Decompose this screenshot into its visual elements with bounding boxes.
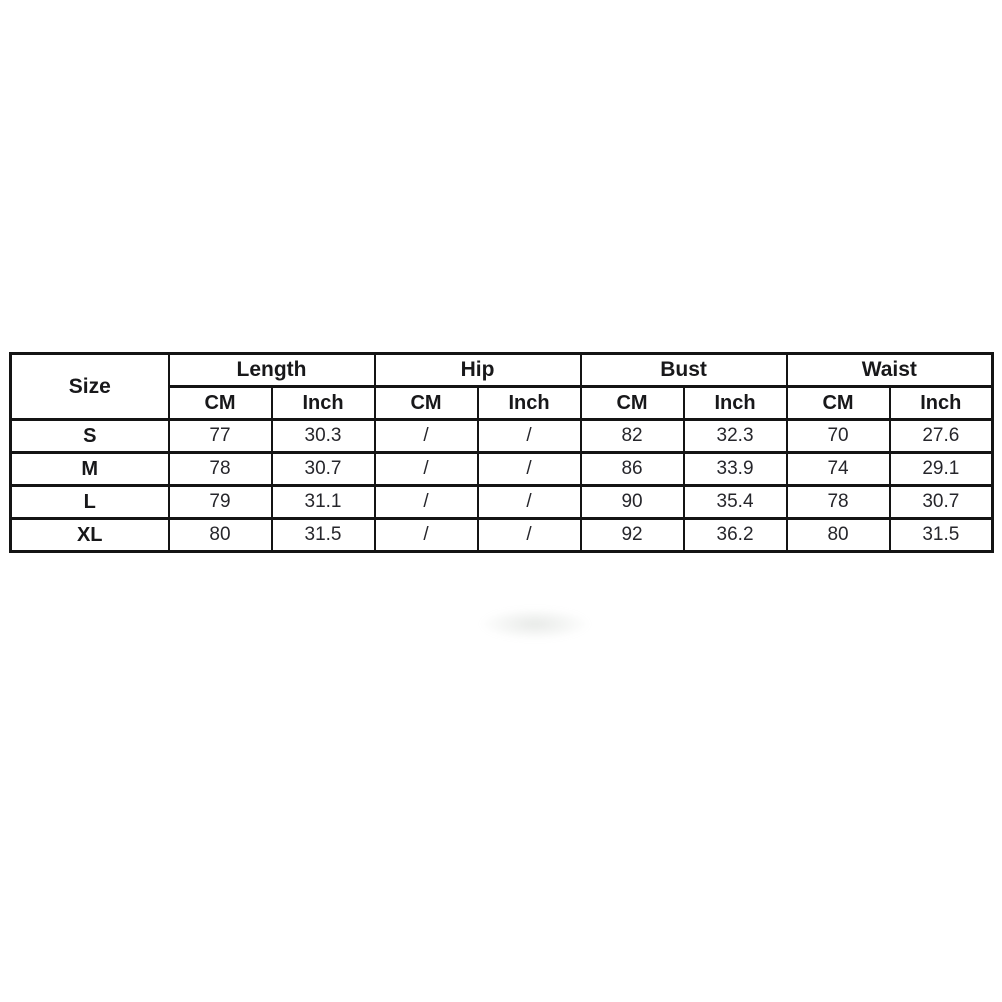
unit-header-waist-inch: Inch [888, 385, 994, 421]
cell-m-waist-inch: 29.1 [888, 451, 994, 487]
header-row-units: CM Inch CM Inch CM Inch CM Inch [11, 385, 994, 421]
cell-s-length-cm: 77 [167, 418, 273, 454]
table-row-size-xl: XL 80 31.5 / / 92 36.2 80 31.5 [9, 517, 994, 553]
unit-header-bust-inch: Inch [682, 385, 788, 421]
unit-header-hip-cm: CM [373, 385, 479, 421]
cell-xl-bust-inch: 36.2 [682, 517, 788, 553]
size-label-l: L [9, 484, 170, 520]
cell-m-hip-inch: / [476, 451, 582, 487]
cell-s-length-inch: 30.3 [270, 418, 376, 454]
group-header-length: Length [167, 352, 376, 388]
size-label-xl: XL [9, 517, 170, 553]
cell-s-waist-inch: 27.6 [888, 418, 994, 454]
unit-header-hip-inch: Inch [476, 385, 582, 421]
cell-m-bust-cm: 86 [579, 451, 685, 487]
size-label-m: M [9, 451, 170, 487]
group-header-hip: Hip [373, 352, 582, 388]
cell-s-bust-cm: 82 [579, 418, 685, 454]
cell-xl-length-cm: 80 [167, 517, 273, 553]
cell-m-hip-cm: / [373, 451, 479, 487]
corner-header-size: Size [9, 352, 170, 421]
cell-l-waist-cm: 78 [785, 484, 891, 520]
cell-xl-hip-inch: / [476, 517, 582, 553]
cell-l-waist-inch: 30.7 [888, 484, 994, 520]
cell-xl-hip-cm: / [373, 517, 479, 553]
group-header-bust: Bust [579, 352, 788, 388]
unit-header-waist-cm: CM [785, 385, 891, 421]
cell-s-waist-cm: 70 [785, 418, 891, 454]
cell-s-hip-inch: / [476, 418, 582, 454]
cell-l-bust-cm: 90 [579, 484, 685, 520]
cell-l-length-inch: 31.1 [270, 484, 376, 520]
size-chart-table: Size Length Hip Bust Waist CM Inch CM In… [9, 352, 995, 553]
cell-l-hip-inch: / [476, 484, 582, 520]
cell-xl-waist-cm: 80 [785, 517, 891, 553]
group-header-waist: Waist [785, 352, 994, 388]
unit-header-length-inch: Inch [270, 385, 376, 421]
cell-m-bust-inch: 33.9 [682, 451, 788, 487]
cell-xl-waist-inch: 31.5 [888, 517, 994, 553]
unit-header-bust-cm: CM [579, 385, 685, 421]
table-row-size-l: L 79 31.1 / / 90 35.4 78 30.7 [9, 484, 994, 520]
cell-xl-length-inch: 31.5 [270, 517, 376, 553]
unit-header-length-cm: CM [167, 385, 273, 421]
cell-m-length-cm: 78 [167, 451, 273, 487]
table-row-size-m: M 78 30.7 / / 86 33.9 74 29.1 [9, 451, 994, 487]
cell-l-length-cm: 79 [167, 484, 273, 520]
cell-s-hip-cm: / [373, 418, 479, 454]
header-row-groups: Size Length Hip Bust Waist [9, 352, 994, 421]
cell-m-waist-cm: 74 [785, 451, 891, 487]
size-label-s: S [9, 418, 170, 454]
cell-xl-bust-cm: 92 [579, 517, 685, 553]
cell-s-bust-inch: 32.3 [682, 418, 788, 454]
cell-l-bust-inch: 35.4 [682, 484, 788, 520]
cell-l-hip-cm: / [373, 484, 479, 520]
faint-watermark-smudge [480, 608, 590, 640]
table-row-size-s: S 77 30.3 / / 82 32.3 70 27.6 [9, 418, 994, 454]
cell-m-length-inch: 30.7 [270, 451, 376, 487]
